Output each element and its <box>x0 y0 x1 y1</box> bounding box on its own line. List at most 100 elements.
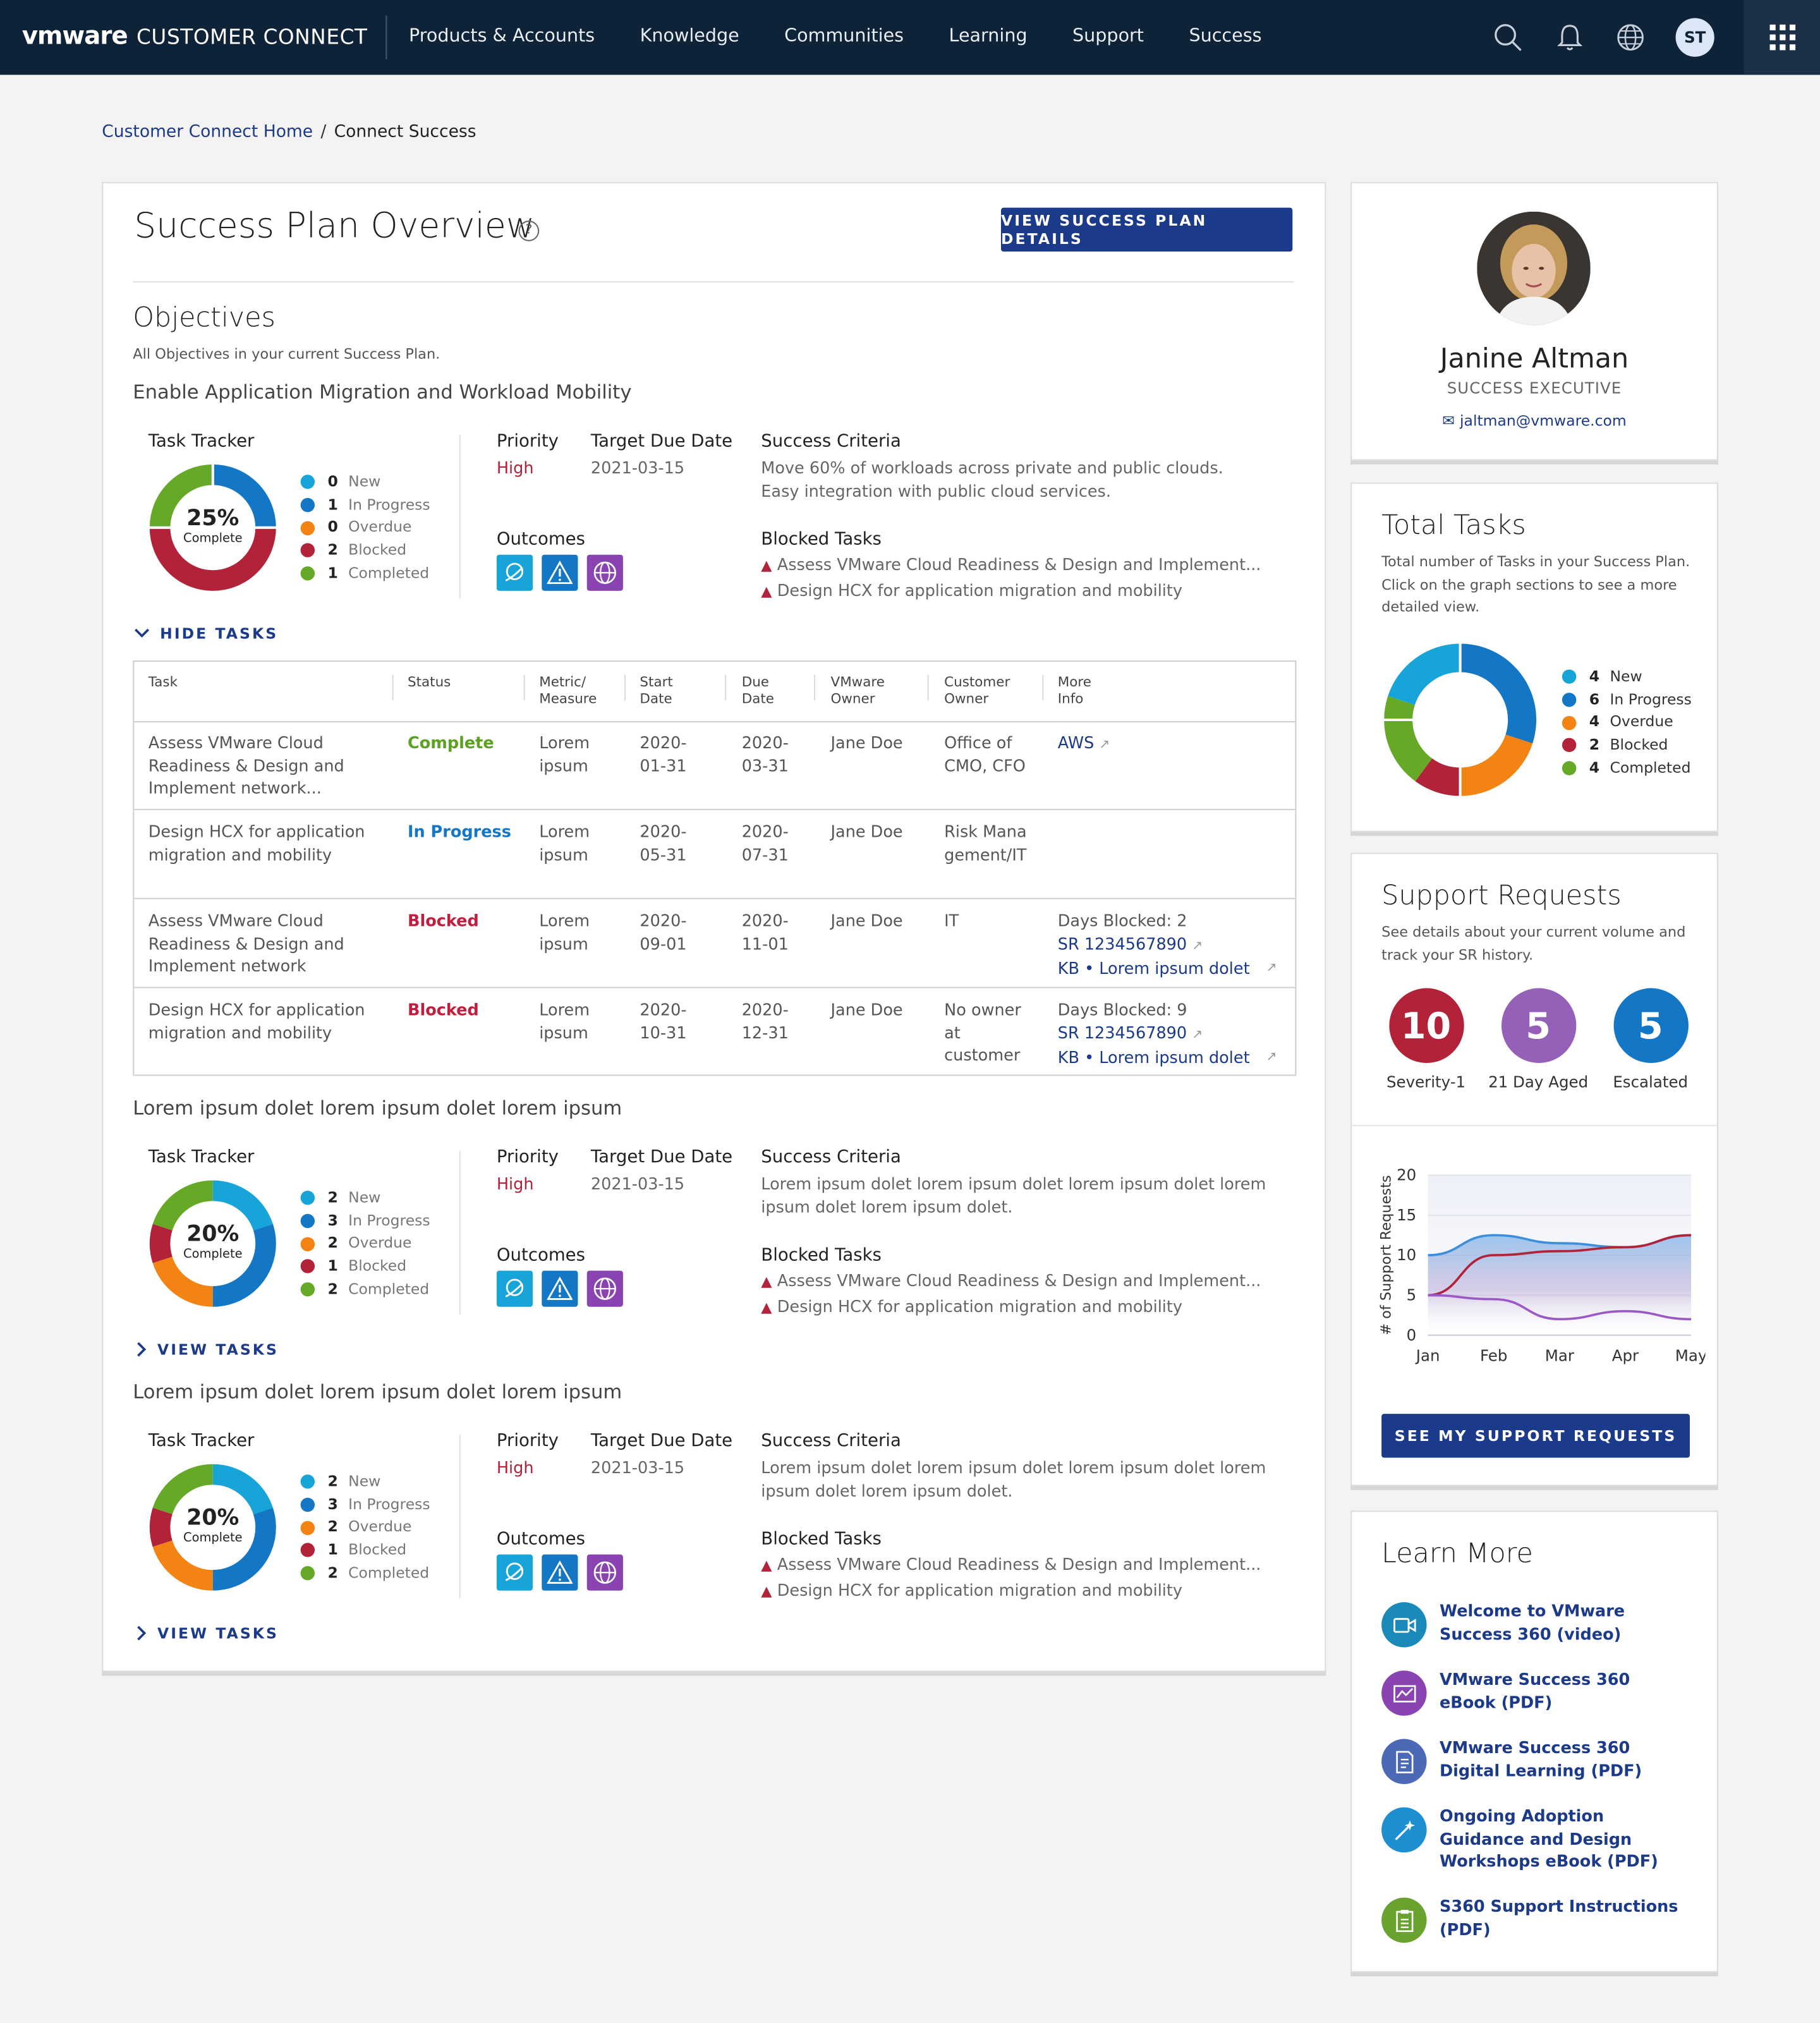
external-link-icon[interactable]: ↗ <box>1266 1050 1277 1065</box>
warning-triangle-icon[interactable] <box>542 1270 578 1307</box>
legend-label: Completed <box>1610 758 1691 777</box>
nav-knowledge[interactable]: Knowledge <box>640 25 739 47</box>
user-avatar[interactable]: ST <box>1675 18 1714 57</box>
table-row[interactable]: Design HCX for application migration and… <box>134 988 1295 1075</box>
learn-more-item[interactable]: Ongoing Adoption Guidance and Design Wor… <box>1381 1806 1691 1873</box>
breadcrumb: Customer Connect Home / Connect Success <box>102 123 476 142</box>
blocked-tasks-label: Blocked Tasks <box>761 528 882 550</box>
status-dot <box>300 1474 315 1490</box>
globe-icon[interactable] <box>586 554 623 591</box>
stat-label: 21 Day Aged <box>1488 1073 1589 1091</box>
blocked-task-item[interactable]: ▲ Design HCX for application migration an… <box>761 578 1261 604</box>
sr-link[interactable]: SR 1234567890 <box>1057 933 1187 953</box>
stat-21-day-aged[interactable]: 5 21 Day Aged <box>1482 988 1594 1091</box>
outcome-icons <box>496 1270 623 1307</box>
due-date: 2020-07-31 <box>741 822 789 864</box>
globe-icon[interactable] <box>586 1270 623 1307</box>
external-link-icon[interactable]: ↗ <box>1192 1028 1203 1042</box>
donut-segment-in-progress[interactable] <box>149 1180 276 1307</box>
status-badge: Blocked <box>408 911 479 930</box>
learn-more-item[interactable]: VMware Success 360 eBook (PDF) <box>1381 1669 1691 1716</box>
column-separator <box>725 674 727 701</box>
donut-segment-blocked[interactable] <box>149 1180 276 1307</box>
kb-link[interactable]: KB • Lorem ipsum dolet <box>1057 1048 1250 1067</box>
help-icon[interactable]: ? <box>518 221 540 241</box>
legend-count: 2 <box>1589 735 1600 754</box>
column-header-more-info: More Info <box>1057 674 1091 707</box>
email-text: jaltman@vmware.com <box>1460 411 1627 430</box>
nav-support[interactable]: Support <box>1072 25 1144 47</box>
learn-more-link[interactable]: VMware Success 360 Digital Learning (PDF… <box>1439 1737 1642 1780</box>
learn-more-item[interactable]: Welcome to VMware Success 360 (video) <box>1381 1601 1691 1648</box>
stat-severity-1[interactable]: 10 Severity-1 <box>1370 988 1483 1091</box>
satellite-icon[interactable] <box>496 1554 533 1591</box>
external-link-icon[interactable]: ↗ <box>1099 738 1110 753</box>
learn-more-link[interactable]: VMware Success 360 eBook (PDF) <box>1439 1669 1630 1712</box>
table-row[interactable]: Assess VMware Cloud Readiness & Design a… <box>134 721 1295 810</box>
donut-segment-in-progress[interactable] <box>149 1464 276 1591</box>
executive-email-link[interactable]: ✉ jaltman@vmware.com <box>1352 411 1717 430</box>
learn-more-link[interactable]: S360 Support Instructions (PDF) <box>1439 1896 1678 1939</box>
view-tasks-toggle[interactable]: VIEW TASKS <box>136 1624 279 1642</box>
brand-logo[interactable]: vmware CUSTOMER CONNECT <box>22 22 368 51</box>
stat-value: 10 <box>1388 988 1464 1063</box>
learn-more-link[interactable]: Ongoing Adoption Guidance and Design Wor… <box>1439 1806 1658 1871</box>
globe-icon[interactable] <box>586 1554 623 1591</box>
y-tick-label: 5 <box>1407 1286 1417 1304</box>
blocked-task-item[interactable]: ▲ Assess VMware Cloud Readiness & Design … <box>761 1268 1261 1294</box>
nav-products-accounts[interactable]: Products & Accounts <box>409 25 595 47</box>
learn-more-item[interactable]: S360 Support Instructions (PDF) <box>1381 1896 1691 1943</box>
globe-icon[interactable] <box>1617 23 1645 52</box>
complete-label: Complete <box>183 1531 243 1546</box>
nav-learning[interactable]: Learning <box>949 25 1028 47</box>
legend-label: Completed <box>348 1563 430 1582</box>
legend-count: 2 <box>327 1234 338 1252</box>
donut-segment-completed[interactable] <box>149 1464 276 1591</box>
task-tracker-donut[interactable]: 25% Complete <box>148 463 277 592</box>
percent-complete: 25% <box>186 506 240 532</box>
satellite-icon[interactable] <box>496 1270 533 1307</box>
stat-escalated[interactable]: 5 Escalated <box>1594 988 1707 1091</box>
hide-tasks-toggle[interactable]: HIDE TASKS <box>134 624 278 643</box>
blocked-task-item[interactable]: ▲ Assess VMware Cloud Readiness & Design … <box>761 1552 1261 1578</box>
support-requests-chart[interactable]: 0 5 10 15 20 Jan Feb Mar Apr May # of Support Requ… <box>1370 1148 1706 1380</box>
status-dot <box>300 1543 315 1558</box>
blocked-task-item[interactable]: ▲ Design HCX for application migration an… <box>761 1577 1261 1603</box>
search-icon[interactable] <box>1494 23 1522 52</box>
breadcrumb-home-link[interactable]: Customer Connect Home <box>102 122 313 142</box>
legend-label: New <box>348 472 381 490</box>
donut-segment-blocked[interactable] <box>149 1464 276 1591</box>
task-tracker-donut[interactable]: 20% Complete <box>149 1179 277 1308</box>
total-tasks-donut[interactable] <box>1381 641 1539 799</box>
see-my-support-requests-button[interactable]: SEE MY SUPPORT REQUESTS <box>1381 1414 1690 1458</box>
nav-communities[interactable]: Communities <box>784 25 904 47</box>
series-line-2 <box>1428 1294 1692 1321</box>
view-success-plan-details-button[interactable]: VIEW SUCCESS PLAN DETAILS <box>1000 207 1293 252</box>
aws-link[interactable]: AWS <box>1057 732 1095 753</box>
warning-triangle-icon[interactable] <box>542 554 578 591</box>
task-name: Assess VMware Cloud Readiness & Design a… <box>148 911 344 976</box>
priority-label: Priority <box>496 430 559 452</box>
learn-more-link[interactable]: Welcome to VMware Success 360 (video) <box>1439 1601 1625 1643</box>
learn-more-item[interactable]: VMware Success 360 Digital Learning (PDF… <box>1381 1737 1691 1784</box>
warning-triangle-icon[interactable] <box>542 1554 578 1591</box>
app-grid-icon[interactable] <box>1744 0 1820 75</box>
objective-title: Lorem ipsum dolet lorem ipsum dolet lore… <box>133 1380 622 1404</box>
blocked-task-item[interactable]: ▲ Assess VMware Cloud Readiness & Design … <box>761 552 1261 578</box>
toggle-label: HIDE TASKS <box>160 624 279 643</box>
success-criteria-label: Success Criteria <box>761 1430 901 1452</box>
blocked-task-item[interactable]: ▲ Design HCX for application migration an… <box>761 1294 1261 1320</box>
donut-segment-new[interactable] <box>149 1180 276 1307</box>
kb-link[interactable]: KB • Lorem ipsum dolet <box>1057 959 1250 979</box>
task-tracker-donut[interactable]: 20% Complete <box>149 1463 277 1592</box>
sr-link[interactable]: SR 1234567890 <box>1057 1023 1187 1042</box>
external-link-icon[interactable]: ↗ <box>1266 961 1277 976</box>
view-tasks-toggle[interactable]: VIEW TASKS <box>136 1340 279 1358</box>
table-row[interactable]: Assess VMware Cloud Readiness & Design a… <box>134 899 1295 988</box>
external-link-icon[interactable]: ↗ <box>1192 939 1203 953</box>
satellite-icon[interactable] <box>496 554 533 591</box>
table-row[interactable]: Design HCX for application migration and… <box>134 810 1295 899</box>
bell-icon[interactable] <box>1556 23 1584 52</box>
nav-success[interactable]: Success <box>1189 25 1262 47</box>
task-tracker-label: Task Tracker <box>148 430 255 452</box>
